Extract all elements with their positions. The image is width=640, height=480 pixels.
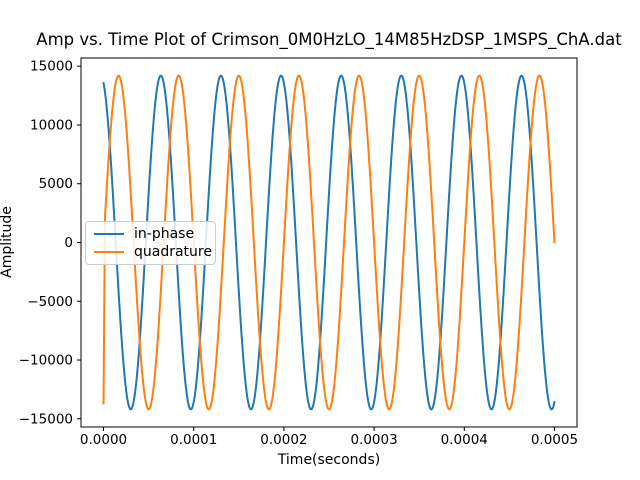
legend: in-phase quadrature bbox=[85, 221, 216, 265]
y-tick-label: −10000 bbox=[19, 353, 73, 369]
chart-title: Amp vs. Time Plot of Crimson_0M0HzLO_14M… bbox=[36, 30, 622, 49]
data-curves bbox=[102, 74, 556, 411]
curve-quadrature bbox=[102, 74, 556, 411]
y-axis-label: Amplitude bbox=[0, 206, 15, 278]
axes-spines bbox=[80, 57, 578, 428]
x-tick-label: 0.0005 bbox=[531, 432, 578, 448]
y-tick-label: 0 bbox=[64, 235, 73, 251]
x-tick-label: 0.0003 bbox=[350, 432, 397, 448]
legend-label: in-phase bbox=[134, 225, 195, 242]
legend-line-swatch-orange bbox=[94, 251, 124, 254]
legend-entry-in-phase: in-phase bbox=[94, 225, 207, 243]
x-tick-label: 0.0004 bbox=[441, 432, 488, 448]
y-tick-label: 15000 bbox=[30, 59, 73, 75]
curve-in-phase bbox=[102, 74, 556, 411]
x-axis-label: Time(seconds) bbox=[277, 452, 381, 468]
x-tick-label: 0.0001 bbox=[170, 432, 217, 448]
y-tick-label: −15000 bbox=[19, 411, 73, 427]
legend-entry-quadrature: quadrature bbox=[94, 243, 212, 261]
y-tick-label: 10000 bbox=[30, 117, 73, 133]
legend-line-swatch-blue bbox=[94, 232, 124, 235]
x-tick-label: 0.0002 bbox=[260, 432, 307, 448]
legend-label: quadrature bbox=[134, 244, 212, 261]
y-tick-label: 5000 bbox=[39, 176, 73, 192]
axis-ticks: 0.0000 0.0001 0.0002 0.0003 0.0004 0.0005 1500… bbox=[19, 59, 578, 448]
x-tick-label: 0.0000 bbox=[80, 432, 127, 448]
y-tick-label: −5000 bbox=[27, 294, 73, 310]
